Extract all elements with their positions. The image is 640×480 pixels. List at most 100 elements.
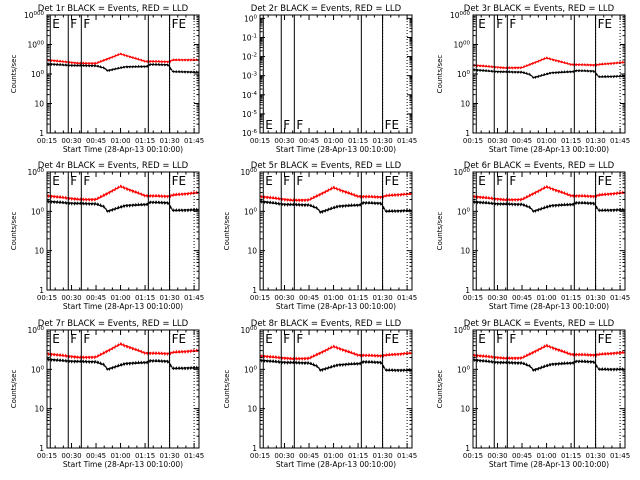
marker-label: E — [478, 174, 486, 188]
y-tick-label: 10 — [34, 405, 44, 414]
marker-label: FE — [598, 174, 612, 188]
marker-label: FE — [385, 332, 399, 346]
y-tick-label: 100 — [457, 70, 471, 79]
marker-label: F — [283, 174, 290, 188]
plot-title: Det 5r BLACK = Events, RED = LLD — [251, 161, 402, 171]
marker-label: F — [83, 174, 90, 188]
marker-label: E — [265, 332, 273, 346]
x-tick-label: 00:45 — [86, 452, 106, 460]
y-tick-label: 100 — [31, 365, 45, 374]
y-tick-label: 1000 — [240, 168, 257, 177]
y-tick-label: 10000 — [24, 11, 45, 20]
x-tick-label: 00:30 — [274, 452, 294, 460]
y-tick-label: 1 — [39, 444, 44, 453]
plot-title: Det 7r BLACK = Events, RED = LLD — [38, 319, 189, 329]
plot-frame — [259, 329, 413, 449]
x-tick-label: 01:00 — [536, 452, 556, 460]
y-tick-label: 10 — [460, 247, 470, 256]
marker-label: E — [265, 118, 273, 132]
y-axis-label: Counts/sec — [10, 55, 18, 94]
plot-title: Det 3r BLACK = Events, RED = LLD — [464, 4, 615, 14]
x-tick-label: 01:45 — [184, 137, 204, 145]
x-tick-label: 01:15 — [561, 294, 581, 302]
series-line-lld — [47, 341, 199, 360]
series-line-lld — [473, 56, 625, 70]
y-axis-label: Counts/sec — [436, 212, 444, 251]
marker-label: F — [296, 332, 303, 346]
x-tick-label: 01:00 — [110, 137, 130, 145]
marker-label: F — [509, 17, 516, 31]
x-tick-label: 00:15 — [250, 294, 270, 302]
x-tick-label: 01:15 — [135, 137, 155, 145]
plot-series-group — [260, 185, 412, 215]
plot-title: Det 2r BLACK = Events, RED = LLD — [251, 4, 402, 14]
series-line-events — [260, 199, 412, 215]
series-line-events — [473, 68, 625, 80]
y-tick-label: 100 — [244, 207, 258, 216]
x-axis-label: Start Time (28-Apr-13 00:10:00) — [489, 302, 609, 311]
marker-label: E — [52, 332, 60, 346]
marker-label: F — [70, 332, 77, 346]
y-tick-label: 10-4 — [242, 91, 258, 100]
x-tick-label: 01:15 — [348, 137, 368, 145]
series-line-lld — [260, 185, 412, 203]
y-tick-label: 1 — [39, 129, 44, 138]
x-tick-label: 01:00 — [110, 294, 130, 302]
marker-label: FE — [598, 332, 612, 346]
y-tick-label: 100 — [244, 14, 258, 23]
x-tick-label: 01:30 — [585, 294, 605, 302]
x-tick-label: 00:15 — [250, 137, 270, 145]
x-tick-label: 01:45 — [184, 452, 204, 460]
x-tick-label: 01:30 — [159, 137, 179, 145]
y-tick-label: 1 — [39, 286, 44, 295]
series-line-events — [473, 199, 625, 214]
y-tick-label: 10 — [247, 405, 257, 414]
series-line-lld — [260, 344, 412, 362]
x-tick-label: 00:45 — [299, 452, 319, 460]
x-tick-label: 00:15 — [37, 294, 57, 302]
y-tick-label: 1 — [465, 286, 470, 295]
y-tick-label: 10-5 — [242, 110, 258, 119]
x-axis-label: Start Time (28-Apr-13 00:10:00) — [276, 302, 396, 311]
x-tick-label: 00:45 — [512, 452, 532, 460]
x-tick-label: 00:15 — [463, 137, 483, 145]
x-axis-label: Start Time (28-Apr-13 00:10:00) — [276, 460, 396, 469]
y-tick-label: 1 — [252, 286, 257, 295]
x-tick-label: 01:00 — [110, 452, 130, 460]
series-line-lld — [47, 184, 199, 203]
marker-label: F — [283, 332, 290, 346]
plot-series-group — [47, 52, 199, 74]
y-tick-label: 100 — [31, 207, 45, 216]
x-tick-label: 01:30 — [372, 452, 392, 460]
y-tick-label: 10 — [34, 247, 44, 256]
plot-frame — [472, 171, 626, 291]
plot-series-group — [260, 344, 412, 373]
x-tick-label: 00:30 — [61, 294, 81, 302]
y-tick-label: 100 — [457, 365, 471, 374]
y-tick-label: 100 — [31, 70, 45, 79]
y-axis-label: Counts/sec — [436, 55, 444, 94]
x-tick-label: 00:15 — [37, 452, 57, 460]
x-axis-label: Start Time (28-Apr-13 00:10:00) — [489, 460, 609, 469]
y-tick-label: 1000 — [27, 41, 44, 50]
x-tick-label: 01:00 — [536, 137, 556, 145]
plot-series-group — [473, 343, 625, 373]
y-tick-label: 1000 — [240, 326, 257, 335]
y-tick-label: 1 — [465, 444, 470, 453]
x-tick-label: 01:00 — [323, 137, 343, 145]
x-tick-label: 00:30 — [487, 294, 507, 302]
x-tick-label: 01:45 — [610, 294, 630, 302]
marker-label: F — [496, 174, 503, 188]
plot-title: Det 9r BLACK = Events, RED = LLD — [464, 319, 615, 329]
series-line-events — [47, 357, 199, 372]
x-tick-label: 01:45 — [610, 137, 630, 145]
plot-frame — [259, 14, 413, 134]
y-tick-label: 100 — [244, 365, 258, 374]
x-tick-label: 00:45 — [512, 294, 532, 302]
